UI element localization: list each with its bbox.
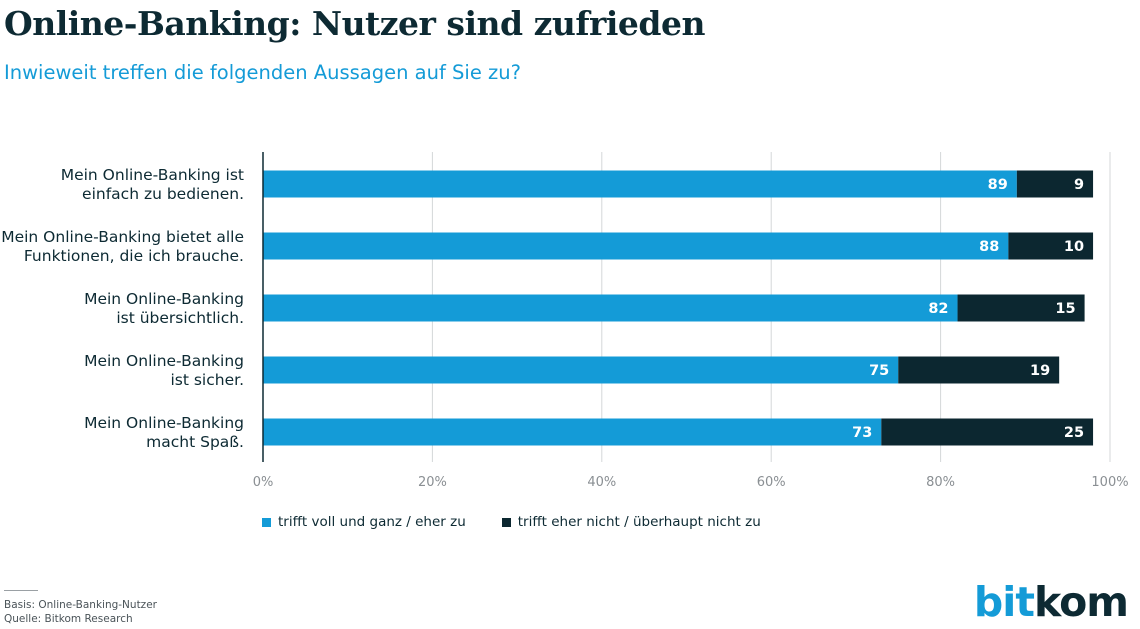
logo-part-kom: kom (1033, 578, 1129, 626)
bar-segment (1016, 170, 1094, 198)
bar-segment (263, 232, 1009, 260)
category-label-line: ist übersichtlich. (116, 309, 244, 327)
category-label-line: Mein Online-Banking (84, 290, 244, 308)
category-label: Mein Online-Banking ist einfach zu bedien… (61, 166, 244, 203)
bar-segment (1008, 232, 1094, 260)
x-tick-label: 100% (1091, 475, 1128, 490)
bar-segment (263, 294, 958, 322)
category-label-line: Funktionen, die ich brauche. (24, 247, 244, 265)
bar-segment (263, 418, 882, 446)
category-label-line: Mein Online-Banking (84, 414, 244, 432)
legend-swatch-disagree (501, 517, 511, 527)
footer-notes: Basis: Online-Banking-Nutzer Quelle: Bit… (4, 598, 157, 626)
stacked-bar-chart: 0% 20% 40% 60% 80% 100% 89 9 Mein Online-Banking… (1, 152, 1129, 490)
legend-item-agree: trifft voll und ganz / eher zu (262, 514, 466, 530)
chart-title: Online-Banking: Nutzer sind zufrieden (4, 4, 706, 43)
data-label: 89 (988, 177, 1008, 193)
data-label: 15 (1055, 301, 1075, 317)
data-label: 19 (1030, 363, 1050, 379)
footer-divider (4, 590, 38, 591)
data-label: 9 (1074, 177, 1084, 193)
bar-segment (263, 170, 1017, 198)
footer-basis: Basis: Online-Banking-Nutzer (4, 599, 157, 611)
x-tick-label: 40% (587, 475, 616, 490)
category-label: Mein Online-Banking macht Spaß. (84, 414, 244, 451)
data-label: 82 (928, 301, 948, 317)
bar-segment (957, 294, 1085, 322)
data-label: 88 (979, 239, 999, 255)
x-tick-label: 60% (757, 475, 786, 490)
bitkom-logo: bitkom (974, 582, 1129, 623)
x-tick-label: 0% (253, 475, 274, 490)
data-label: 75 (869, 363, 889, 379)
legend-item-disagree: trifft eher nicht / überhaupt nicht zu (501, 514, 761, 530)
category-label-line: Mein Online-Banking ist (61, 166, 244, 184)
category-label-line: Mein Online-Banking bietet alle (1, 228, 244, 246)
category-label-line: ist sicher. (170, 371, 244, 389)
legend-label-agree: trifft voll und ganz / eher zu (278, 514, 466, 530)
category-label-line: einfach zu bedienen. (82, 185, 244, 203)
chart-legend: trifft voll und ganz / eher zu trifft eh… (262, 514, 761, 530)
data-label: 73 (852, 425, 872, 441)
data-label: 25 (1064, 425, 1084, 441)
legend-label-disagree: trifft eher nicht / überhaupt nicht zu (517, 514, 761, 530)
category-label: Mein Online-Banking ist übersichtlich. (84, 290, 244, 327)
x-tick-label: 80% (926, 475, 955, 490)
bar-segment (263, 356, 899, 384)
x-tick-label: 20% (418, 475, 447, 490)
data-label: 10 (1064, 239, 1084, 255)
category-label-line: Mein Online-Banking (84, 352, 244, 370)
chart-subtitle: Inwieweit treffen die folgenden Aussagen… (4, 61, 521, 84)
legend-swatch-agree (262, 517, 271, 527)
footer-source: Quelle: Bitkom Research (4, 613, 133, 625)
bar-segment (881, 418, 1094, 446)
category-label: Mein Online-Banking bietet alle Funktione… (1, 228, 244, 265)
bar-segment (898, 356, 1060, 384)
logo-part-bit: bit (973, 578, 1035, 626)
category-label: Mein Online-Banking ist sicher. (84, 352, 244, 389)
category-label-line: macht Spaß. (146, 433, 244, 451)
